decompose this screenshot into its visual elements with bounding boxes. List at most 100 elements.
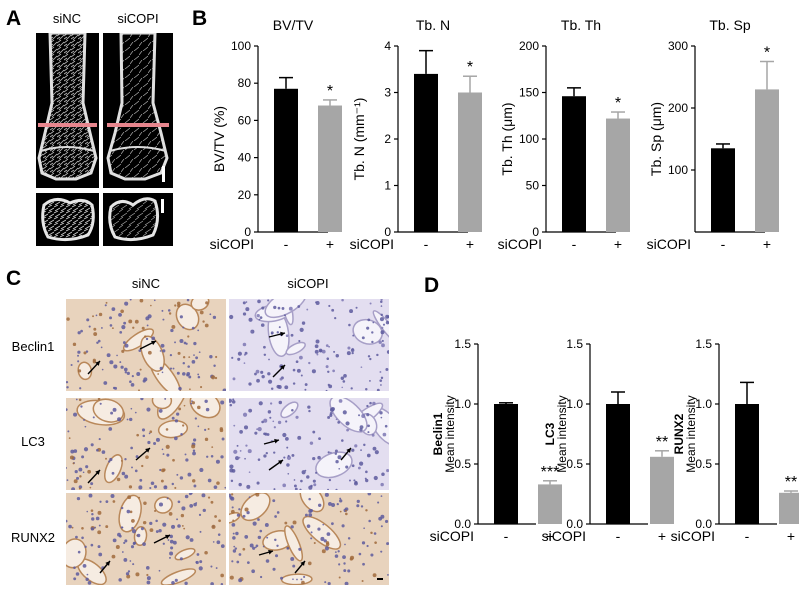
y-tick-label: 0.0: [454, 517, 471, 531]
x-category-label: -: [572, 236, 577, 252]
bar-sicopi: [606, 118, 630, 232]
ct-longitudinal-sinc-drawing: [37, 33, 98, 181]
bar-sicopi: [318, 105, 342, 232]
ct-col-label-sicopi: siCOPI: [117, 11, 159, 26]
x-category-label: +: [326, 236, 334, 252]
significance-marker: *: [764, 45, 770, 62]
y-tick-label: 0: [244, 225, 251, 239]
bar-sicopi: [538, 484, 562, 524]
significance-marker: **: [656, 434, 668, 451]
y-tick-label: 4: [384, 39, 391, 53]
y-tick-label: 0: [532, 225, 539, 239]
chart-bv-tv: BV/TV 0 20 40 60 80 100 BV/TV (%) - * + siCOPI: [210, 17, 342, 252]
y-tick-label: 0: [384, 225, 391, 239]
histology-image-runx2-sicopi: [229, 493, 389, 585]
chart-title: Tb. Th: [561, 17, 601, 33]
x-category-label: +: [546, 528, 554, 544]
y-tick-label: 40: [238, 151, 252, 165]
histology-image-drawing: [229, 299, 389, 391]
histology-image-beclin1-sinc: [66, 299, 226, 391]
x-axis-label: siCOPI: [542, 528, 586, 544]
significance-marker: *: [615, 95, 621, 112]
x-axis-label: siCOPI: [210, 236, 254, 252]
y-axis-label-marker: LC3: [543, 422, 557, 445]
significance-marker: **: [785, 474, 797, 491]
panel-label-b: B: [192, 7, 208, 30]
histology-image-runx2-sinc: [66, 493, 226, 585]
bar-sicopi: [650, 456, 674, 524]
hist-row-label-runx2: RUNX2: [10, 530, 56, 545]
histology-image-beclin1-sicopi: [229, 299, 389, 391]
bar-control: [562, 96, 586, 232]
hist-row-label-lc3: LC3: [21, 434, 45, 449]
chart-title: Tb. N: [416, 17, 450, 33]
ct-cross-section-sicopi-drawing: [108, 197, 164, 242]
y-tick-label: 0.5: [695, 457, 712, 471]
ct-longitudinal-sicopi: [103, 33, 173, 188]
panel-label-d: D: [424, 274, 440, 297]
x-category-label: -: [424, 236, 429, 252]
bar-control: [414, 73, 438, 233]
y-axis-label: Tb. Th (μm): [499, 102, 515, 175]
x-category-label: -: [616, 528, 621, 544]
y-tick-label: 200: [519, 39, 539, 53]
x-axis-label: siCOPI: [647, 236, 691, 252]
chart-title: Tb. Sp: [709, 17, 750, 33]
significance-marker: ***: [541, 464, 560, 481]
ct-cross-section-sicopi: [103, 193, 173, 246]
y-axis-label: Tb. N (mm⁻¹): [351, 98, 367, 181]
significance-marker: *: [467, 59, 473, 76]
hist-row-label-beclin1: Beclin1: [11, 339, 55, 354]
y-tick-label: 150: [519, 86, 539, 100]
y-tick-label: 0.5: [454, 457, 471, 471]
histology-image-lc3-sicopi: [229, 398, 389, 490]
y-tick-label: 1.5: [695, 337, 712, 351]
y-tick-label: 0.0: [566, 517, 583, 531]
y-tick-label: 300: [668, 39, 688, 53]
y-tick-label: 1.0: [695, 397, 712, 411]
histology-image-drawing: [66, 398, 226, 490]
y-tick-label: 20: [238, 188, 252, 202]
bar-control: [606, 404, 630, 524]
panel-label-c: C: [6, 267, 22, 290]
y-tick-label: 100: [519, 132, 539, 146]
y-tick-label: 50: [526, 179, 540, 193]
bar-control: [711, 148, 735, 232]
bar-sicopi: [779, 492, 799, 524]
bar-control: [735, 404, 759, 524]
y-tick-label: 1.0: [566, 397, 583, 411]
x-category-label: +: [614, 236, 622, 252]
y-tick-label: 2: [384, 132, 391, 146]
hist-col-label-sicopi: siCOPI: [287, 276, 329, 291]
y-axis-label: Mean intensity: [684, 395, 698, 472]
hist-col-label-sinc: siNC: [131, 276, 161, 291]
y-tick-label: 1.0: [454, 397, 471, 411]
x-category-label: -: [721, 236, 726, 252]
y-tick-label: 100: [668, 163, 688, 177]
y-tick-label: 100: [231, 39, 251, 53]
bar-control: [494, 404, 518, 524]
chart-tb-n: Tb. N 0 1 2 3 4 Tb. N (mm⁻¹) - * + siCOPI: [350, 17, 482, 252]
histology-image-drawing: [66, 299, 226, 391]
x-axis-label: siCOPI: [671, 528, 715, 544]
x-category-label: -: [745, 528, 750, 544]
panel-label-a: A: [6, 7, 22, 30]
x-category-label: -: [284, 236, 289, 252]
chart-tb-th: Tb. Th 0 50 100 150 200 Tb. Th (μm) - * + siCOPI: [498, 17, 630, 252]
histology-image-drawing: [66, 493, 226, 585]
x-category-label: +: [763, 236, 771, 252]
x-category-label: +: [466, 236, 474, 252]
y-axis-label-marker: RUNX2: [672, 413, 686, 454]
y-tick-label: 80: [238, 76, 252, 90]
ct-cross-section-sinc: [36, 193, 99, 246]
y-axis-label: BV/TV (%): [211, 106, 227, 172]
x-axis-label: siCOPI: [430, 528, 474, 544]
ct-longitudinal-sicopi-drawing: [106, 33, 169, 182]
bar-control: [274, 88, 298, 232]
y-tick-label: 1.5: [454, 337, 471, 351]
x-category-label: +: [658, 528, 666, 544]
